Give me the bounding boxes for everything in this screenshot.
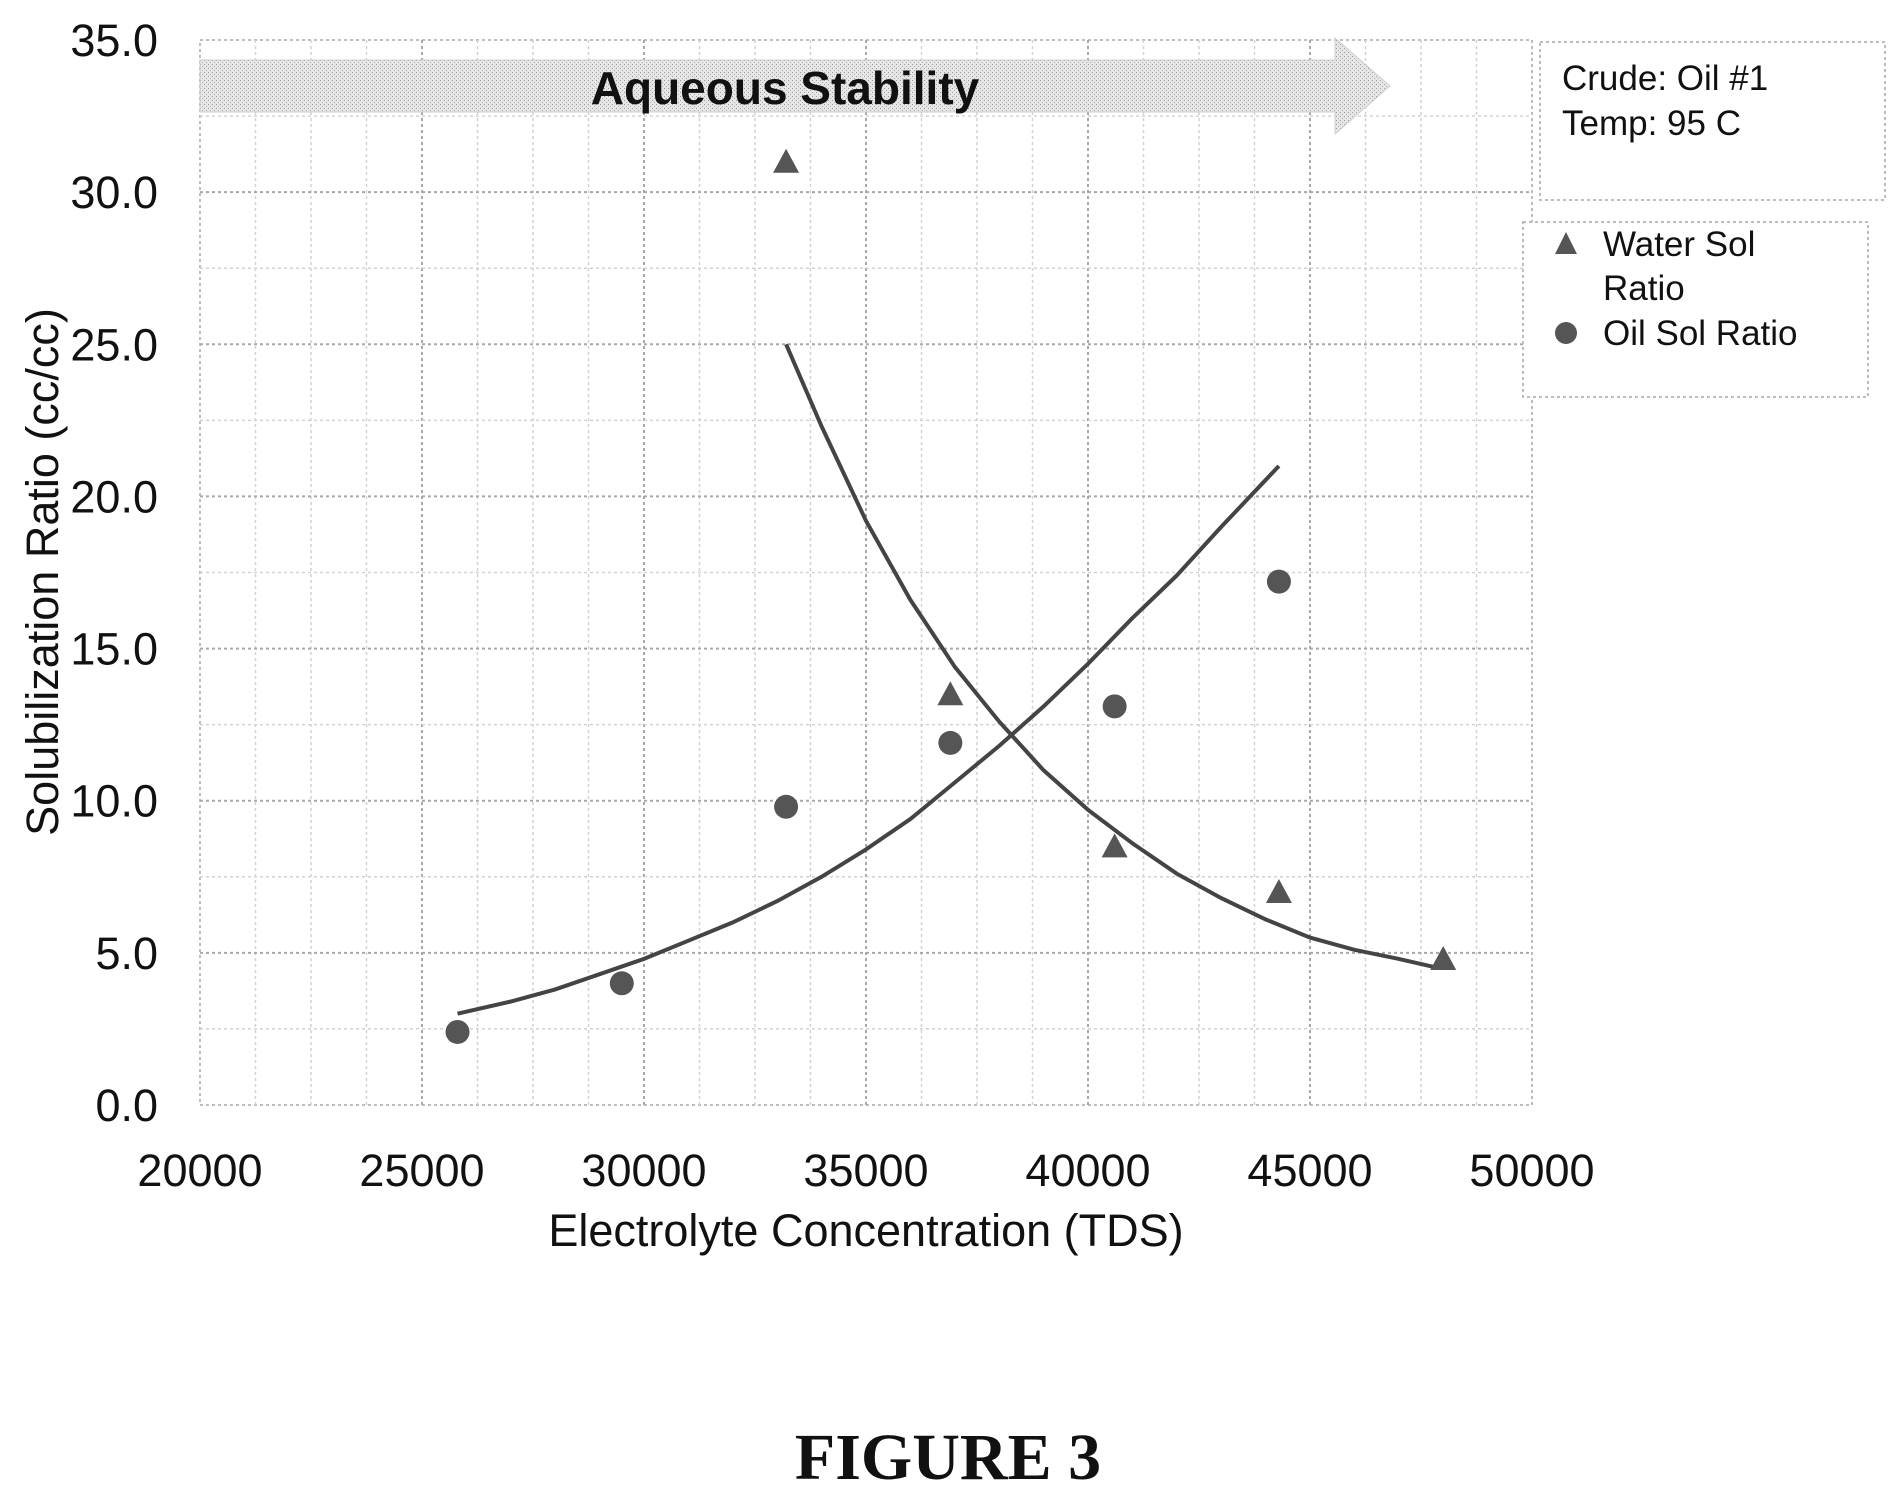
x-tick-labels: 20000 25000 30000 35000 40000 45000 50000 <box>137 1145 1594 1196</box>
x-tick-label: 40000 <box>1025 1145 1150 1196</box>
oil-sol-ratio-point <box>1266 569 1291 594</box>
note-crude: Crude: Oil #1 <box>1562 59 1768 98</box>
y-tick-label: 10.0 <box>70 776 158 827</box>
y-tick-label: 0.0 <box>95 1080 158 1131</box>
y-tick-label: 5.0 <box>95 928 158 979</box>
water-sol-ratio-point <box>1265 879 1292 903</box>
x-tick-label: 30000 <box>581 1145 706 1196</box>
conditions-note-box <box>1539 41 1886 201</box>
conditions-note: Crude: Oil #1 Temp: 95 C <box>1539 41 1886 201</box>
legend-box <box>1522 221 1869 398</box>
water-sol-ratio-points <box>773 148 1457 970</box>
legend: Water Sol Ratio Oil Sol Ratio <box>1522 221 1869 398</box>
legend-oil-label: Oil Sol Ratio <box>1603 314 1798 353</box>
water-sol-ratio-point <box>937 681 964 706</box>
water-sol-ratio-trendline <box>784 343 1440 971</box>
oil-sol-ratio-points <box>445 569 1291 1044</box>
x-axis-title: Electrolyte Concentration (TDS) <box>548 1205 1183 1256</box>
legend-water-label-line2: Ratio <box>1603 269 1685 308</box>
legend-water-label-line1: Water Sol <box>1603 225 1755 264</box>
figure-caption: FIGURE 3 <box>794 1421 1102 1494</box>
legend-circle-icon <box>1555 322 1577 344</box>
aqueous-stability-arrow: Aqueous Stability <box>199 36 1391 136</box>
legend-triangle-icon <box>1555 232 1577 254</box>
oil-sol-ratio-point <box>445 1019 470 1044</box>
water-sol-ratio-point <box>1430 945 1457 970</box>
oil-sol-ratio-point <box>609 971 634 996</box>
oil-sol-ratio-point <box>1102 694 1127 719</box>
y-tick-label: 35.0 <box>70 15 158 66</box>
x-tick-label: 45000 <box>1247 1145 1372 1196</box>
water-sol-ratio-point <box>773 148 800 173</box>
oil-sol-ratio-point <box>774 794 799 819</box>
water-sol-ratio-point <box>1101 833 1128 858</box>
x-tick-label: 35000 <box>803 1145 928 1196</box>
y-tick-labels: 0.0 5.0 10.0 15.0 20.0 25.0 30.0 35.0 <box>70 15 158 1131</box>
x-tick-label: 20000 <box>137 1145 262 1196</box>
y-tick-label: 25.0 <box>70 319 158 370</box>
y-tick-label: 15.0 <box>70 624 158 675</box>
x-tick-label: 25000 <box>359 1145 484 1196</box>
note-temp: Temp: 95 C <box>1562 104 1741 143</box>
x-tick-label: 50000 <box>1469 1145 1594 1196</box>
aqueous-stability-label: Aqueous Stability <box>591 62 980 114</box>
oil-sol-ratio-trendline <box>457 464 1281 1016</box>
y-tick-label: 30.0 <box>70 167 158 218</box>
oil-sol-ratio-point <box>938 730 963 755</box>
y-tick-label: 20.0 <box>70 471 158 522</box>
y-axis-title: Solubilization Ratio (cc/cc) <box>17 308 68 836</box>
grid-lines <box>200 40 1532 1105</box>
